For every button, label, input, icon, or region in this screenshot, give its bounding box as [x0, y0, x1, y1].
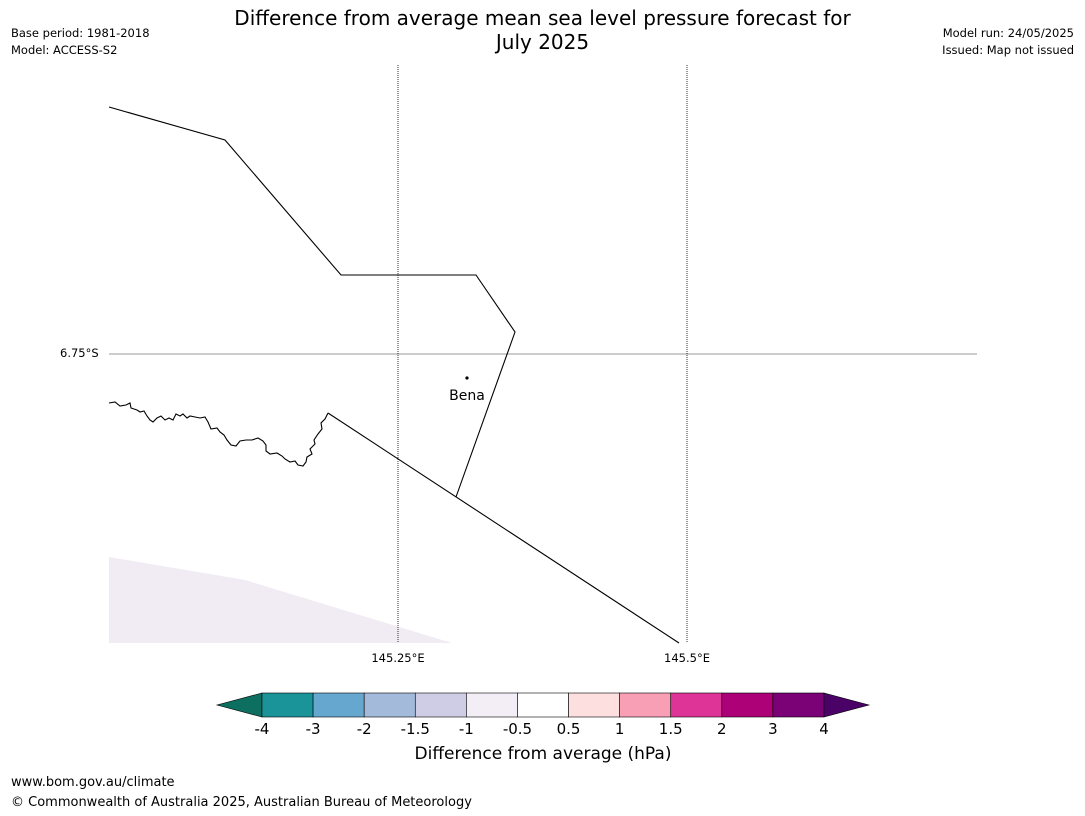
colorbar-title: Difference from average (hPa): [414, 744, 672, 764]
colorbar-tick-label: -1: [458, 720, 474, 738]
bena-marker: [465, 376, 469, 380]
colorbar-segment: [772, 692, 825, 718]
model-run: Model run: 24/05/2025: [942, 26, 1074, 40]
colorbar-segment: [466, 692, 518, 718]
colorbar-tick-label: 4: [819, 720, 829, 738]
colorbar-segment: [568, 692, 620, 718]
river-line: [108, 401, 329, 467]
longitude-label-145-5: 145.5°E: [664, 651, 710, 665]
map-title-line1: Difference from average mean sea level p…: [234, 6, 851, 30]
colorbar-segment: [619, 692, 672, 718]
boundary-line-south: [327, 412, 680, 644]
map-title: Difference from average mean sea level p…: [0, 6, 1085, 54]
colorbar: [215, 692, 871, 718]
colorbar-segment: [721, 692, 774, 718]
base-period: Base period: 1981-2018: [11, 26, 150, 40]
model-name: Model: ACCESS-S2: [11, 43, 118, 57]
colorbar-extend-low: [215, 692, 263, 718]
pressure-anomaly-area: [109, 557, 452, 643]
colorbar-segment: [414, 692, 467, 718]
footer-copyright: © Commonwealth of Australia 2025, Austra…: [11, 795, 472, 810]
colorbar-segment: [363, 692, 416, 718]
colorbar-tick-label: 1.5: [658, 720, 683, 738]
colorbar-tick-label: 3: [768, 720, 778, 738]
colorbar-tick-label: -4: [254, 720, 270, 738]
colorbar-segment: [517, 692, 569, 718]
colorbar-tick-label: 2: [717, 720, 727, 738]
issued-status: Issued: Map not issued: [942, 43, 1074, 57]
colorbar-segment: [312, 692, 365, 718]
latitude-label: 6.75°S: [60, 346, 99, 360]
footer-url[interactable]: www.bom.gov.au/climate: [11, 775, 175, 790]
bena-label: Bena: [449, 388, 485, 404]
colorbar-segment: [261, 692, 314, 718]
colorbar-tick-label: -3: [305, 720, 321, 738]
longitude-label-145-25: 145.25°E: [371, 651, 425, 665]
boundary-line-north: [108, 106, 516, 498]
colorbar-extend-high: [823, 692, 871, 718]
colorbar-tick-label: -2: [356, 720, 372, 738]
colorbar-tick-label: 1: [614, 720, 625, 738]
colorbar-segment: [670, 692, 723, 718]
colorbar-tick-label: -0.5: [502, 720, 533, 738]
colorbar-tick-label: -1.5: [400, 720, 430, 738]
colorbar-tick-label: 0.5: [556, 720, 581, 738]
map-title-line2: July 2025: [495, 30, 590, 54]
